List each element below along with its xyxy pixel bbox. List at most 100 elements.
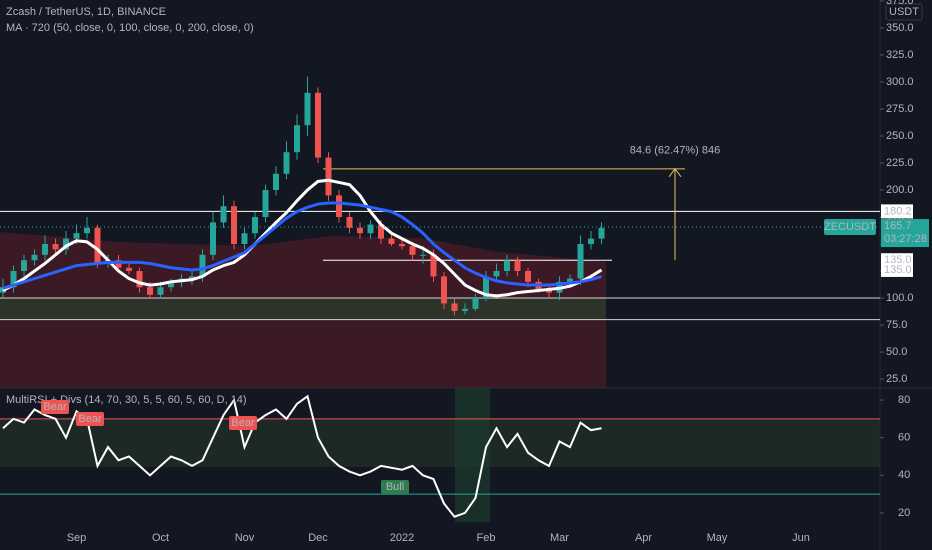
candle-body [252, 217, 258, 234]
x-tick-label: Dec [308, 532, 328, 544]
y-tick-label: 275.0 [886, 103, 914, 115]
x-tick-label: Sep [67, 532, 87, 544]
candle-body [357, 227, 363, 234]
countdown-label: 03:27:28 [884, 233, 927, 245]
candle-body [315, 92, 321, 158]
candle-body [52, 244, 59, 250]
x-tick-label: 2022 [390, 532, 414, 544]
candle-body [136, 271, 143, 288]
candle-body [189, 276, 195, 279]
candle-body [378, 224, 384, 239]
candle-body [462, 308, 468, 311]
candle-body [420, 254, 426, 256]
candle-body [588, 238, 594, 245]
candle-body [504, 260, 510, 272]
x-tick-label: Oct [152, 532, 169, 544]
candle-body [126, 267, 132, 272]
candle-body [598, 227, 605, 239]
candle-body [94, 227, 101, 264]
y-tick-label: 250.0 [886, 130, 914, 142]
candle-body [304, 92, 311, 126]
candle-body [10, 271, 17, 288]
last-price-tag [881, 219, 929, 248]
support-zone [0, 298, 606, 320]
candle-body [399, 244, 405, 247]
x-tick-label: Mar [550, 532, 569, 544]
x-tick-label: Nov [235, 532, 255, 544]
candle-body [409, 246, 416, 255]
candle-body [567, 278, 573, 282]
rsi-tick-label: 80 [898, 394, 910, 406]
candle-body [21, 260, 27, 272]
candle-body [115, 260, 122, 268]
y-tick-label: 350.0 [886, 22, 914, 34]
candle-body [231, 206, 237, 245]
candle-body [514, 260, 521, 272]
candle-body [388, 238, 395, 245]
candle-body [73, 233, 80, 239]
currency: USDT [889, 6, 919, 18]
chart-title: Zcash / TetherUS, 1D, BINANCE [6, 6, 166, 18]
price-tag [881, 262, 913, 277]
candle-body [42, 244, 48, 255]
x-tick-label: Jun [792, 532, 810, 544]
rsi-tick-label: 40 [898, 469, 910, 481]
last-price-label: 165.7 [884, 220, 912, 232]
signal-label: Bull [386, 481, 404, 493]
candle-body [367, 224, 374, 234]
signal-label: Bear [78, 413, 102, 425]
x-tick-label: Apr [635, 532, 652, 544]
candle-body [31, 254, 38, 261]
candle-body [546, 289, 552, 293]
price-tag [881, 204, 913, 219]
y-tick-label: 25.0 [886, 373, 907, 385]
y-tick-label: 200.0 [886, 184, 914, 196]
candle-body [493, 271, 500, 277]
signal-badge [41, 400, 69, 414]
candle-body [210, 222, 216, 255]
y-tick-label: 375.0 [886, 0, 914, 7]
moving-average [2, 178, 603, 298]
indicator-label: MA · 720 (50, close, 0, 100, close, 0, 2… [6, 22, 254, 34]
candle-body [84, 227, 90, 234]
signal-badge [381, 480, 409, 494]
candle-body [325, 157, 332, 196]
candle-body [441, 276, 447, 304]
candle-body [168, 281, 174, 288]
candle-body [63, 238, 69, 250]
y-tick-label: 325.0 [886, 49, 914, 61]
x-tick-label: May [707, 532, 728, 544]
y-tick-label: 75.0 [886, 319, 907, 331]
measure-arrowhead [668, 167, 682, 178]
measure-label: 84.6 (62.47%) 846 [630, 145, 721, 157]
candle-body [472, 298, 479, 309]
signal-badge [229, 416, 257, 430]
rsi-tick-label: 20 [898, 507, 910, 519]
candle-body [147, 287, 153, 295]
candle-body [273, 173, 279, 191]
rsi-line [2, 394, 602, 518]
candle-body [157, 287, 164, 295]
candle-body [199, 254, 206, 277]
price-tag-label: 135.0 [884, 264, 912, 276]
currency-box [885, 3, 923, 21]
candle-body [451, 303, 458, 311]
candle-body [577, 244, 584, 279]
candle-body [241, 233, 248, 245]
candle-body [262, 190, 269, 218]
y-tick-label: 225.0 [886, 157, 914, 169]
symbol-label: ZECUSDT [824, 221, 876, 233]
candle-body [283, 152, 290, 174]
candle-body [336, 195, 342, 218]
rsi-band [0, 419, 880, 467]
rsi-tick-label: 60 [898, 432, 910, 444]
candle-body [220, 206, 227, 223]
signal-label: Bear [43, 401, 67, 413]
y-tick-label: 100.0 [886, 292, 914, 304]
y-tick-label: 50.0 [886, 346, 907, 358]
candle-body [430, 254, 437, 277]
signal-badge [76, 412, 104, 426]
candle-body [294, 125, 300, 153]
